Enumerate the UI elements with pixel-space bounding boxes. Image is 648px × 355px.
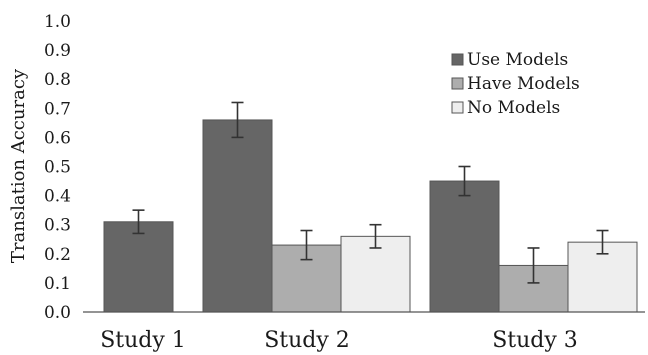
- y-axis-title: Translation Accuracy: [8, 68, 29, 263]
- y-tick-label: 0.1: [44, 274, 71, 294]
- y-tick-label: 0.7: [44, 99, 71, 119]
- bar-use-models: [103, 221, 174, 313]
- y-tick-label: 1.0: [44, 12, 71, 32]
- bar-use-models: [429, 180, 500, 313]
- y-tick-label: 0.5: [44, 158, 71, 178]
- y-tick-label: 0.3: [44, 216, 71, 236]
- y-tick-label: 0.6: [44, 128, 71, 148]
- y-tick-label: 0.8: [44, 70, 71, 90]
- x-tick-label: Study 2: [264, 328, 350, 353]
- legend-label: No Models: [467, 98, 560, 118]
- y-tick-label: 0.9: [44, 41, 71, 61]
- y-tick-label: 0.0: [44, 303, 71, 323]
- x-tick-label: Study 1: [100, 328, 186, 353]
- legend-label: Use Models: [467, 50, 568, 70]
- x-axis-labels: Study 1 Study 2 Study 3: [100, 328, 578, 353]
- legend-swatch: [451, 77, 464, 90]
- legend: Use Models Have Models No Models: [451, 50, 580, 118]
- legend-label: Have Models: [467, 74, 580, 94]
- y-axis: 0.0 0.1 0.2 0.3 0.4 0.5 0.6 0.7 0.8 0.9 1.0: [44, 12, 71, 323]
- bar-no-models: [340, 235, 411, 313]
- y-tick-label: 0.2: [44, 245, 71, 265]
- y-tick-label: 0.4: [44, 187, 71, 207]
- legend-swatch: [451, 53, 464, 66]
- legend-swatch: [451, 101, 464, 114]
- x-tick-label: Study 3: [492, 328, 578, 353]
- bar-use-models: [202, 119, 273, 313]
- error-bars: [132, 101, 609, 284]
- bars: [103, 119, 638, 313]
